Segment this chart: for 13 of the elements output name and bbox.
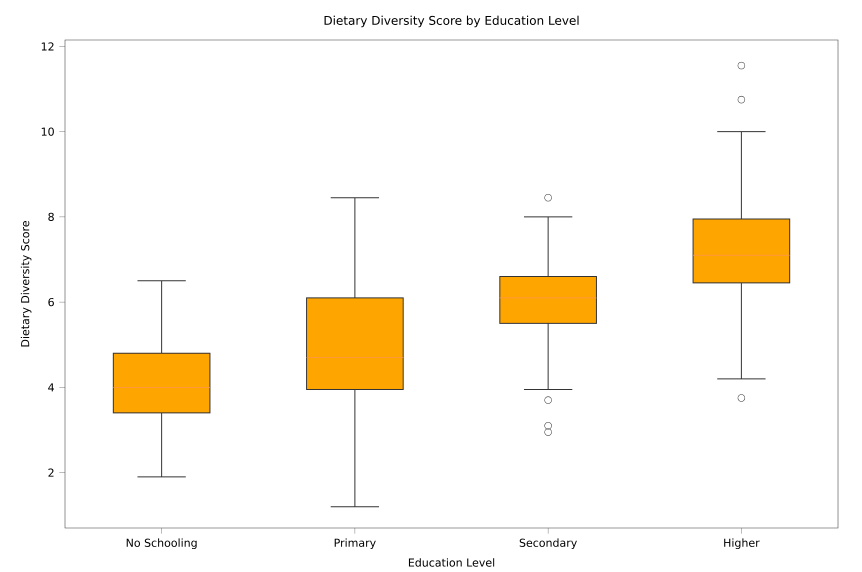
- chart-title: Dietary Diversity Score by Education Level: [324, 16, 579, 28]
- y-tick-label: 10: [42, 127, 54, 136]
- y-tick-label: 2: [48, 468, 54, 477]
- x-tick-label: Secondary: [520, 538, 577, 550]
- x-tick-label: Primary: [334, 538, 376, 550]
- y-axis-title: Dietary Diversity Score: [20, 221, 32, 346]
- y-tick-label: 4: [48, 383, 54, 392]
- x-axis-title: Education Level: [408, 558, 494, 567]
- x-tick-label: Higher: [724, 538, 760, 550]
- y-tick-label: 8: [48, 212, 54, 222]
- y-tick-label: 12: [42, 42, 54, 50]
- x-tick-label: No Schooling: [126, 538, 197, 550]
- y-tick-label: 6: [48, 298, 54, 306]
